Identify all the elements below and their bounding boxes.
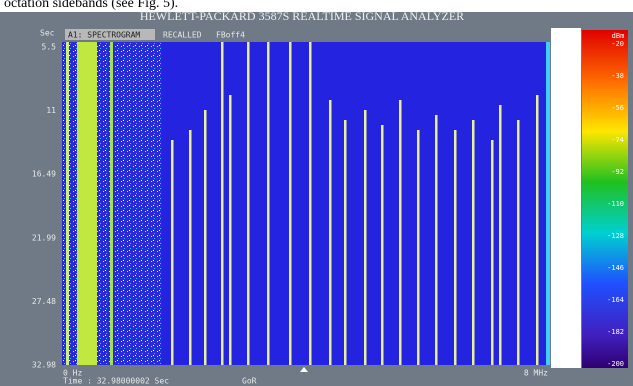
spur-line <box>536 95 539 365</box>
arrow-label: Time <box>561 43 578 76</box>
spur-line <box>499 105 502 365</box>
tag-box <box>65 29 155 40</box>
colorbar-label: -74 <box>611 136 624 144</box>
y-label: 11 <box>46 106 56 115</box>
y-label: 32.98 <box>32 361 56 370</box>
colorbar-label: -38 <box>611 72 624 80</box>
y-unit: Sec <box>40 29 55 38</box>
y-label: 5.5 <box>42 43 57 52</box>
spur-line <box>472 120 475 365</box>
spur-line <box>247 42 250 365</box>
x-start: 0 Hz <box>63 369 82 378</box>
header-tag: RECALLED <box>163 31 202 40</box>
y-label: 16.49 <box>32 170 56 179</box>
colorbar-label: -128 <box>607 232 624 240</box>
colorbar-label: -164 <box>607 296 624 304</box>
colorbar-label: -146 <box>607 264 624 272</box>
header-tag: FBoff4 <box>216 31 245 40</box>
spur-line <box>417 130 420 365</box>
spur-line <box>517 120 520 365</box>
spur-line <box>289 42 292 365</box>
spur-line <box>344 120 347 365</box>
colorbar-label: -92 <box>611 168 624 176</box>
colorbar-labels: -20 -38 -56 -74 -92 -110 -128 -146 -164 -182 -200 <box>607 40 624 368</box>
caption: octation sidebands (see Fig. 5). <box>4 0 178 11</box>
status-mode: GoR <box>242 377 257 386</box>
colorbar-unit: dBm <box>612 32 625 40</box>
colorbar-label: -200 <box>607 360 624 368</box>
spur-line <box>309 42 312 365</box>
time-arrow-head <box>555 74 573 91</box>
edge-line <box>546 42 550 365</box>
spur-line <box>435 115 438 365</box>
spur-line <box>189 130 192 365</box>
spur-line <box>267 42 270 365</box>
marker <box>300 367 308 372</box>
colorbar-label: -110 <box>607 200 624 208</box>
title: HEWLETT-PACKARD 3587S REALTIME SIGNAL AN… <box>140 9 464 23</box>
carrier-band <box>77 42 97 365</box>
colorbar-label: -182 <box>607 328 624 336</box>
y-label: 21.99 <box>32 233 56 242</box>
spur-line <box>454 130 457 365</box>
colorbar-label: -56 <box>611 104 624 112</box>
spur-line <box>171 140 174 365</box>
spur-line <box>329 100 332 365</box>
status-time: Time : 32.98000002 Sec <box>63 377 169 386</box>
colorbar <box>582 30 628 368</box>
y-labels: 5.5 11 16.49 21.99 27.48 32.98 <box>32 43 56 370</box>
spur-line <box>221 42 224 365</box>
y-label: 27.48 <box>32 297 56 306</box>
x-end: 8 MHz <box>524 369 548 378</box>
spur-line <box>381 125 384 365</box>
spur-line <box>229 95 232 365</box>
spur-lines <box>171 42 539 365</box>
spur-line <box>399 100 402 365</box>
spur-line <box>364 110 367 365</box>
spur-line <box>491 140 494 365</box>
carrier-line <box>110 42 113 365</box>
header-tag: A1: SPECTROGRAM <box>68 31 140 40</box>
spur-line <box>204 110 207 365</box>
colorbar-label: -20 <box>611 40 624 48</box>
carrier-line <box>66 42 69 365</box>
